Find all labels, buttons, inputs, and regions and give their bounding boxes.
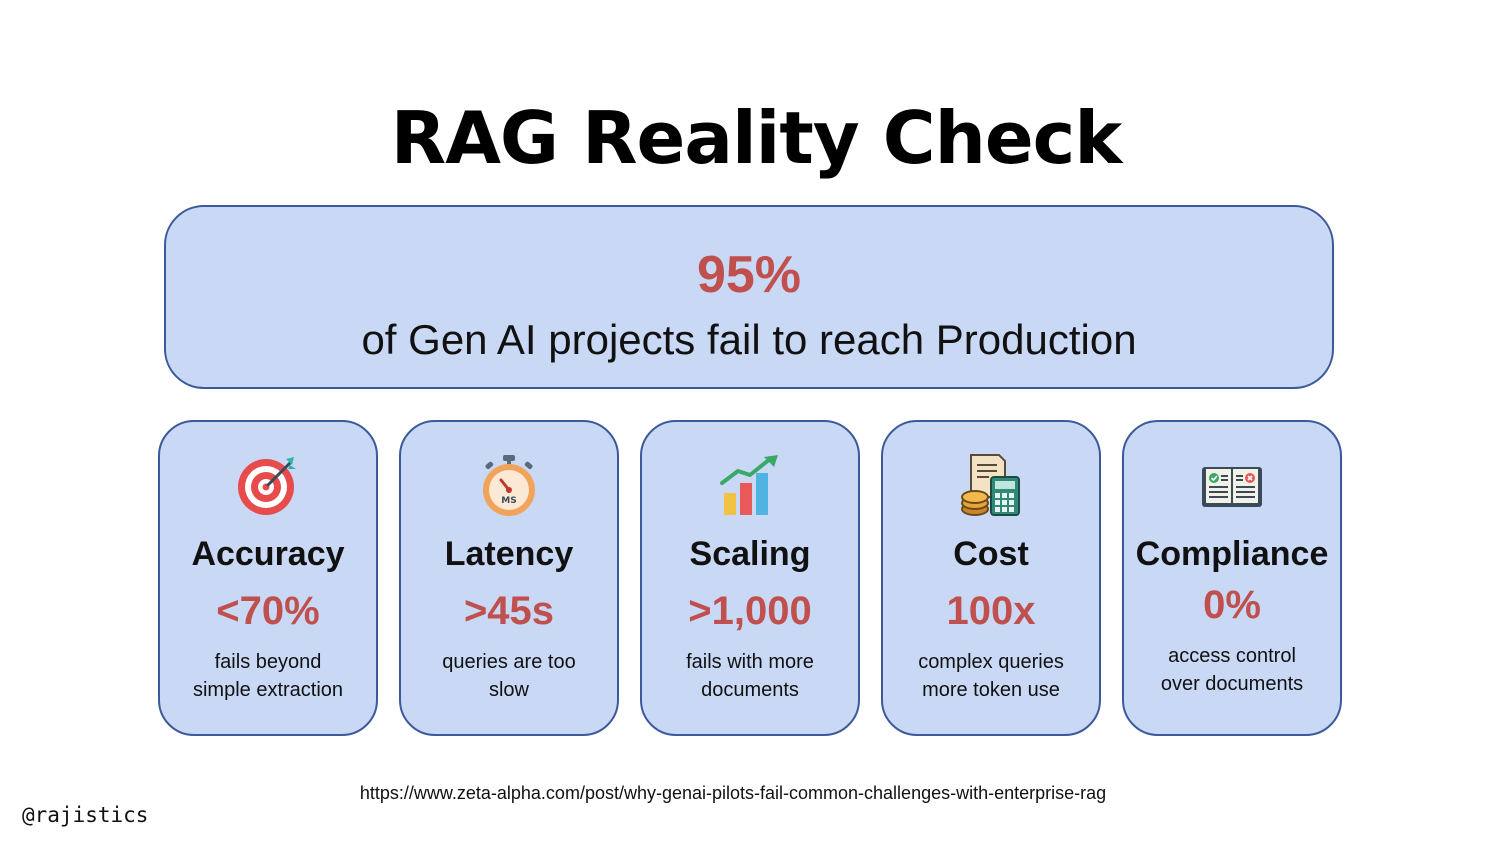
- card-description-line: slow: [488, 679, 529, 701]
- invoice-calculator-icon: [883, 452, 1099, 518]
- card-title: Cost: [953, 535, 1029, 573]
- card-description-line: access control: [1168, 645, 1296, 667]
- growth-chart-icon: [642, 452, 858, 518]
- card-description: access control over documents: [1134, 642, 1330, 698]
- stopwatch-icon: MS: [401, 452, 617, 518]
- headline-description: of Gen AI projects fail to reach Product…: [361, 316, 1137, 363]
- card-description-line: fails beyond: [214, 651, 322, 673]
- card-title: Compliance: [1135, 535, 1329, 573]
- card-description: queries are too slow: [411, 648, 607, 704]
- card-description-line: more token use: [922, 679, 1060, 701]
- card-description-line: documents: [701, 679, 799, 701]
- card-scaling: Scaling >1,000 fails with more documents: [640, 420, 860, 736]
- card-description: fails beyond simple extraction: [170, 648, 366, 704]
- card-description-line: queries are too: [442, 651, 576, 673]
- card-description-line: complex queries: [918, 651, 1064, 673]
- challenge-cards: Accuracy <70% fails beyond simple extrac…: [158, 420, 1342, 736]
- svg-text:MS: MS: [501, 496, 516, 506]
- card-title: Latency: [444, 535, 574, 573]
- slide-title: RAG Reality Check: [390, 96, 1122, 180]
- card-title: Scaling: [689, 535, 811, 573]
- checklist-book-icon: [1124, 452, 1340, 518]
- target-icon: [160, 452, 376, 518]
- source-url: https://www.zeta-alpha.com/post/why-gena…: [359, 783, 1107, 803]
- card-stat: >1,000: [688, 589, 812, 633]
- card-description-line: fails with more: [686, 651, 814, 673]
- card-cost: Cost 100x complex queries more token use: [881, 420, 1101, 736]
- card-description-line: over documents: [1160, 673, 1304, 695]
- card-compliance: Compliance 0% access control over docume…: [1122, 420, 1342, 736]
- card-accuracy: Accuracy <70% fails beyond simple extrac…: [158, 420, 378, 736]
- card-title: Accuracy: [191, 535, 345, 573]
- headline-stat: 95%: [696, 246, 802, 304]
- card-description-line: simple extraction: [192, 679, 344, 701]
- card-stat: <70%: [216, 589, 320, 633]
- headline-stat-box: 95% of Gen AI projects fail to reach Pro…: [164, 205, 1334, 389]
- author-handle: @rajistics: [22, 803, 149, 827]
- card-description: complex queries more token use: [893, 648, 1089, 704]
- card-latency: MS Latency >45s queries are too slow: [399, 420, 619, 736]
- card-stat: 0%: [1203, 583, 1261, 627]
- card-stat: >45s: [463, 589, 555, 633]
- card-stat: 100x: [946, 589, 1036, 633]
- card-description: fails with more documents: [652, 648, 848, 704]
